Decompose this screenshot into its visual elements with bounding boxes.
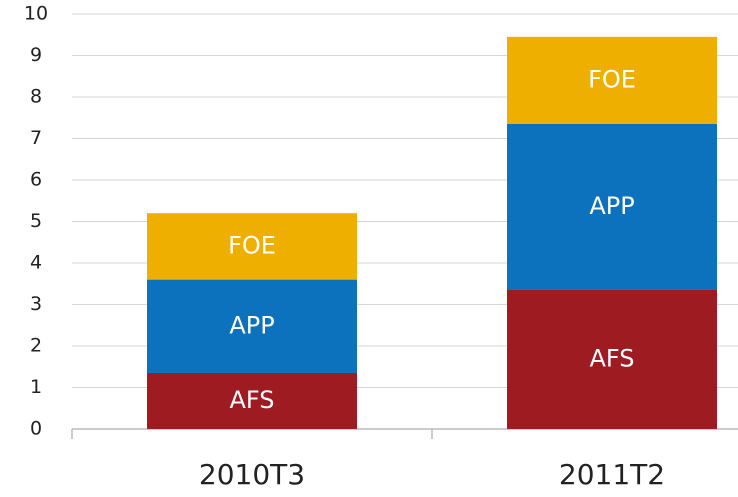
x-tick-label: 2011T2 bbox=[559, 458, 665, 491]
bar-segment bbox=[147, 279, 357, 373]
y-tick-label: 9 bbox=[30, 44, 42, 66]
y-tick-label: 2 bbox=[30, 335, 42, 357]
segment-label: AFS bbox=[229, 386, 274, 414]
bar-segment bbox=[507, 289, 717, 429]
y-tick-label: 5 bbox=[30, 210, 42, 232]
y-tick-label: 10 bbox=[24, 3, 48, 25]
bar-segment bbox=[507, 123, 717, 290]
x-tick-label: 2010T3 bbox=[199, 458, 305, 491]
segment-label: APP bbox=[229, 311, 274, 339]
y-tick-label: 6 bbox=[30, 169, 42, 191]
segment-label: AFS bbox=[589, 344, 634, 372]
bar-segment bbox=[507, 36, 717, 124]
bar-segment bbox=[147, 372, 357, 429]
segment-label: APP bbox=[589, 192, 634, 220]
segment-label: FOE bbox=[588, 65, 636, 93]
y-tick-label: 7 bbox=[30, 127, 42, 149]
y-tick-label: 3 bbox=[30, 293, 42, 315]
y-tick-label: 8 bbox=[30, 86, 42, 108]
y-tick-label: 1 bbox=[30, 376, 42, 398]
y-tick-label: 4 bbox=[30, 252, 42, 274]
segment-label: FOE bbox=[228, 231, 276, 259]
y-tick-label: 0 bbox=[30, 418, 42, 440]
bar-segment bbox=[147, 213, 357, 280]
